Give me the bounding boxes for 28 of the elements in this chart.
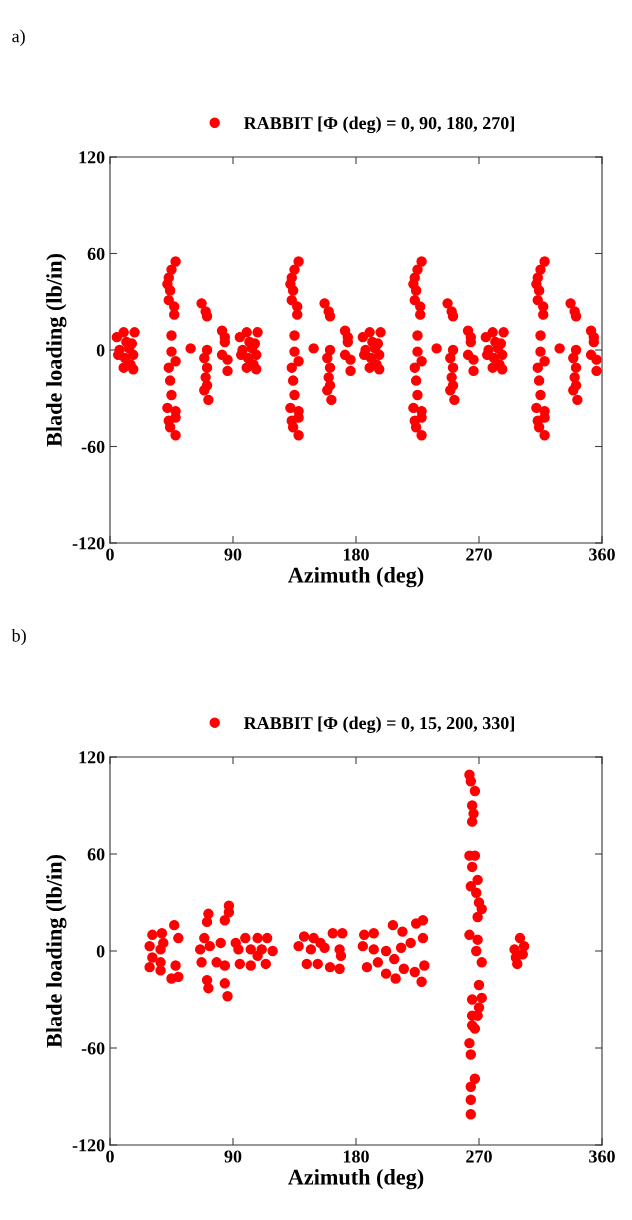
x-tick-label: 270 xyxy=(466,548,492,561)
x-axis-title: Azimuth (deg) xyxy=(288,567,424,588)
text: a) xyxy=(12,29,25,46)
y-tick-label: -120 xyxy=(72,537,105,550)
x-tick-label: 0 xyxy=(106,548,114,561)
x-tick-label: 270 xyxy=(466,1150,492,1163)
x-tick-label: 90 xyxy=(224,1150,242,1163)
x-tick-label: 360 xyxy=(589,548,615,561)
x-tick-label: 360 xyxy=(589,1150,615,1163)
y-tick-label: -60 xyxy=(81,1042,105,1055)
y-tick-label: -120 xyxy=(72,1139,105,1152)
y-axis-title: Blade loading (lb/in) xyxy=(46,254,67,447)
x-axis-title: Azimuth (deg) xyxy=(288,1169,424,1190)
y-tick-label: 120 xyxy=(79,751,105,764)
y-tick-label: 60 xyxy=(87,848,105,861)
y-tick-label: 120 xyxy=(79,151,105,164)
legend-label: RABBIT [Φ (deg) = 0, 90, 180, 270] xyxy=(243,116,514,134)
y-tick-label: 60 xyxy=(87,247,105,260)
x-tick-label: 90 xyxy=(224,548,242,561)
y-axis-title: Blade loading (lb/in) xyxy=(46,855,67,1048)
y-tick-label: 0 xyxy=(96,344,105,357)
x-tick-label: 180 xyxy=(343,1150,369,1163)
legend-label: RABBIT [Φ (deg) = 0, 15, 200, 330] xyxy=(243,716,514,733)
x-tick-label: 180 xyxy=(343,548,369,561)
y-tick-label: -60 xyxy=(81,440,105,453)
x-tick-label: 0 xyxy=(106,1150,114,1163)
y-tick-label: 0 xyxy=(96,945,105,958)
text: b) xyxy=(11,628,26,646)
